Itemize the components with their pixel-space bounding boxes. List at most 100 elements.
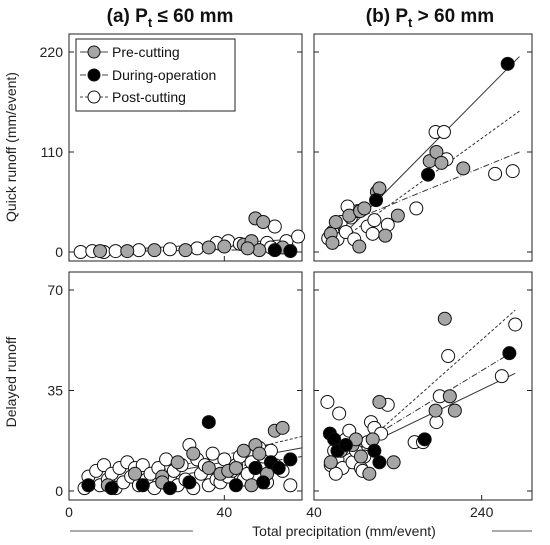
point-post bbox=[328, 466, 343, 481]
point-post bbox=[283, 478, 298, 493]
point-pre bbox=[93, 244, 108, 259]
point-post bbox=[441, 349, 456, 364]
point-during bbox=[338, 438, 353, 453]
point-pre bbox=[372, 394, 387, 409]
point-pre bbox=[201, 240, 216, 255]
panel-b-title-suffix: > 60 mm bbox=[412, 6, 494, 27]
y-tick-label: 0 bbox=[55, 483, 63, 499]
point-pre bbox=[365, 432, 380, 447]
x-axis-label: Total precipitation (mm/event) bbox=[252, 523, 436, 539]
point-post bbox=[205, 446, 220, 461]
x-tick-label: 240 bbox=[470, 504, 494, 520]
legend-label-during: During-operation bbox=[112, 67, 216, 83]
point-pre bbox=[390, 208, 405, 223]
point-post bbox=[367, 213, 382, 228]
point-post bbox=[409, 201, 424, 216]
delayed-runoff-axis-label: Delayed runoff bbox=[3, 336, 19, 427]
legend-marker-post bbox=[87, 90, 101, 104]
panel-a-quick-frame bbox=[68, 33, 303, 262]
point-during bbox=[283, 452, 298, 467]
point-pre bbox=[240, 241, 255, 256]
point-pre bbox=[217, 239, 232, 254]
point-pre bbox=[120, 244, 135, 259]
point-during bbox=[81, 478, 96, 493]
panel-b-title: (b) Pt > 60 mm bbox=[366, 6, 494, 30]
x-tick-label: 40 bbox=[306, 504, 322, 520]
point-pre bbox=[178, 243, 193, 258]
y-tick-label: 110 bbox=[41, 144, 64, 160]
point-pre bbox=[428, 403, 443, 418]
legend-marker-pre bbox=[87, 45, 101, 59]
point-during bbox=[369, 193, 384, 208]
point-post bbox=[131, 243, 146, 258]
point-during bbox=[182, 475, 197, 490]
point-post bbox=[108, 244, 123, 259]
point-pre bbox=[252, 446, 267, 461]
point-pre bbox=[325, 235, 340, 250]
point-during bbox=[162, 481, 177, 496]
legend: Pre-cutting During-operation Post-cuttin… bbox=[75, 38, 236, 112]
panel-b-delayed: 40 240 bbox=[306, 271, 533, 520]
point-post bbox=[162, 242, 177, 257]
panel-a-title-suffix: ≤ 60 mm bbox=[152, 6, 233, 27]
y-tick-label: 0 bbox=[55, 244, 63, 260]
point-during bbox=[248, 461, 263, 476]
point-during bbox=[267, 243, 282, 258]
point-pre bbox=[128, 466, 143, 481]
panels: 0 110 220 0 35 70 0 40 40 240 bbox=[40, 33, 533, 520]
x-tick-label: 40 bbox=[217, 504, 233, 520]
point-post bbox=[190, 241, 205, 256]
point-pre bbox=[447, 403, 462, 418]
point-during bbox=[104, 481, 119, 496]
point-post bbox=[73, 245, 88, 259]
panel-b-delayed-frame bbox=[313, 271, 533, 501]
point-pre bbox=[357, 201, 372, 216]
point-pre bbox=[372, 181, 387, 196]
point-pre bbox=[275, 420, 290, 435]
point-during bbox=[500, 56, 515, 71]
point-post bbox=[494, 369, 509, 384]
point-pre bbox=[170, 455, 185, 470]
legend-label-post: Post-cutting bbox=[112, 89, 186, 105]
panel-a-title-prefix: (a) P bbox=[107, 6, 149, 27]
point-post bbox=[436, 125, 451, 139]
panel-b-title-prefix: (b) P bbox=[366, 6, 409, 27]
point-during bbox=[201, 415, 216, 430]
point-during bbox=[367, 443, 382, 458]
panel-a-delayed: 0 35 70 0 40 bbox=[47, 271, 303, 520]
panel-a-title-subscript: t bbox=[148, 15, 153, 30]
fit-line-post bbox=[330, 309, 516, 475]
panel-b-quick-frame bbox=[313, 33, 533, 262]
point-pre bbox=[352, 239, 367, 254]
point-pre bbox=[362, 466, 377, 481]
point-during bbox=[283, 244, 298, 259]
point-post bbox=[488, 166, 503, 181]
panel-b-title-subscript: t bbox=[408, 15, 413, 30]
point-pre bbox=[386, 455, 401, 470]
panel-a-delayed-frame bbox=[68, 271, 303, 501]
point-post bbox=[365, 226, 380, 241]
point-during bbox=[271, 461, 286, 476]
point-pre bbox=[353, 449, 368, 464]
point-pre bbox=[186, 446, 201, 461]
point-during bbox=[135, 478, 150, 493]
y-tick-label: 220 bbox=[40, 44, 64, 60]
point-pre bbox=[378, 228, 393, 243]
point-post bbox=[135, 458, 150, 473]
point-pre bbox=[442, 389, 457, 404]
legend-label-pre: Pre-cutting bbox=[112, 44, 180, 60]
point-post bbox=[505, 164, 520, 179]
point-during bbox=[502, 346, 517, 361]
panel-a-quick: 0 110 220 bbox=[40, 33, 306, 262]
point-post bbox=[159, 452, 174, 467]
point-during bbox=[256, 475, 271, 490]
point-post bbox=[291, 229, 306, 244]
point-during bbox=[421, 167, 436, 182]
quick-runoff-axis-label: Quick runoff (mm/event) bbox=[3, 72, 19, 222]
point-post bbox=[508, 317, 523, 332]
point-during bbox=[327, 432, 342, 447]
panel-b-quick bbox=[313, 33, 533, 262]
point-pre bbox=[147, 243, 162, 258]
point-pre bbox=[256, 215, 271, 229]
